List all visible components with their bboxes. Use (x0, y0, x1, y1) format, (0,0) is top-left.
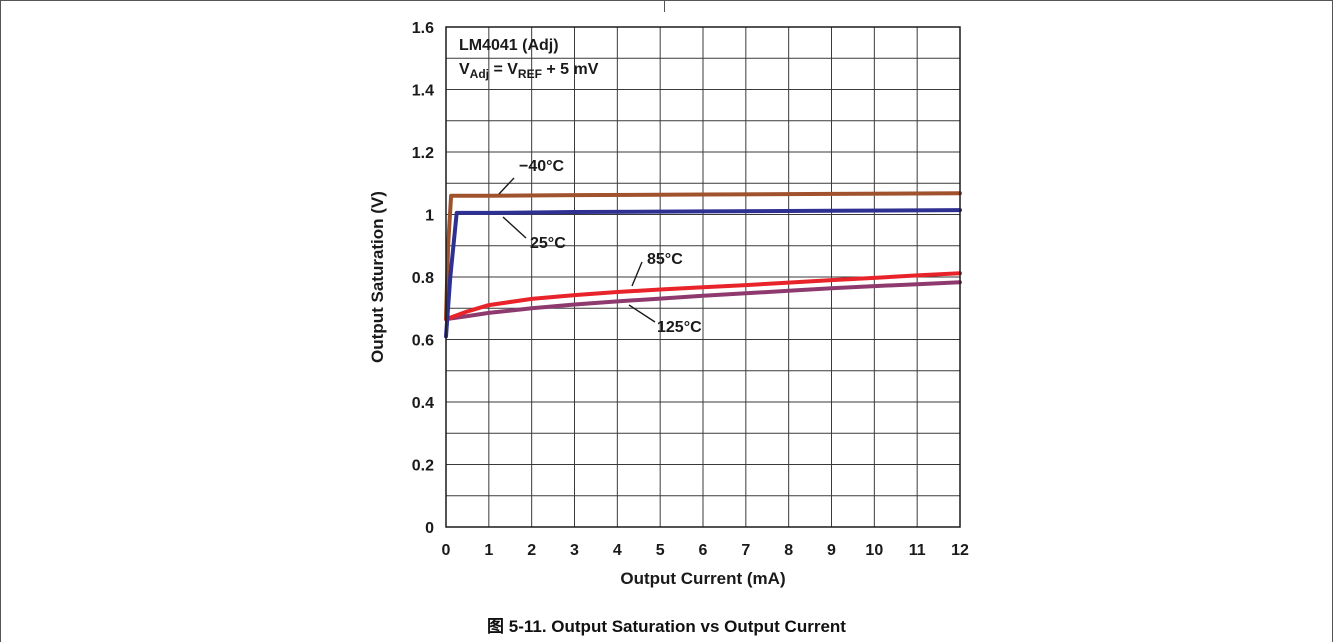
y-tick-label: 0.8 (412, 270, 434, 287)
annotation-title: LM4041 (Adj) (459, 37, 559, 54)
y-tick-label: 0.6 (412, 333, 434, 350)
x-tick-label: 11 (909, 542, 926, 559)
series-line (444, 191, 962, 320)
y-tick-label: 0.4 (412, 395, 434, 412)
y-tick-label: 1.2 (412, 145, 434, 162)
x-tick-label: 3 (570, 542, 579, 559)
series-label: 125°C (657, 319, 702, 336)
x-tick-label: 4 (613, 542, 622, 559)
x-tick-label: 12 (951, 542, 969, 559)
plot-border (445, 26, 961, 528)
x-tick-label: 9 (827, 542, 836, 559)
x-tick-label: 6 (699, 542, 708, 559)
series-line (444, 280, 962, 322)
x-tick-label: 0 (442, 542, 451, 559)
grid-layer (446, 27, 960, 527)
y-tick-label: 1 (425, 208, 434, 225)
top-divider (664, 0, 665, 12)
x-axis-title: Output Current (mA) (620, 569, 785, 588)
series-label: 85°C (647, 251, 683, 268)
series-layer (444, 191, 962, 339)
annotation-mid: = V (489, 61, 518, 78)
y-axis-title: Output Saturation (V) (368, 191, 387, 363)
y-tick-label: 1.6 (412, 20, 434, 37)
figure-caption: 图 5-11. Output Saturation vs Output Curr… (487, 617, 846, 636)
series-label-leader (502, 216, 527, 239)
x-tick-label: 10 (865, 542, 883, 559)
x-tick-label: 7 (741, 542, 750, 559)
annotation-sub-adj: Adj (470, 67, 489, 81)
series-label-leader (628, 304, 656, 323)
annotation-v: V (459, 61, 470, 78)
series-label: −40°C (519, 158, 565, 175)
annotation-condition: VAdj = VREF + 5 mV (459, 61, 599, 81)
series-line (444, 208, 962, 339)
y-tick-label: 0.2 (412, 458, 434, 475)
annotation-sub-ref: REF (518, 67, 542, 81)
series-label: 25°C (530, 235, 566, 252)
annotation-tail: + 5 mV (542, 61, 599, 78)
x-tick-label: 2 (527, 542, 536, 559)
chart: 0 1 2 3 4 5 6 7 8 9 10 11 1200.20.40.60.811.21.41.6 … (368, 20, 969, 588)
x-tick-label: 1 (484, 542, 493, 559)
x-tick-label: 5 (656, 542, 665, 559)
series-label-layer: −40°C 25°C 85°C 125°C (498, 158, 702, 336)
y-tick-label: 0 (425, 520, 434, 537)
series-line (444, 271, 962, 322)
x-tick-label: 8 (784, 542, 793, 559)
series-label-leader (498, 177, 515, 195)
series-label-leader (631, 261, 643, 287)
y-tick-label: 1.4 (412, 83, 434, 100)
